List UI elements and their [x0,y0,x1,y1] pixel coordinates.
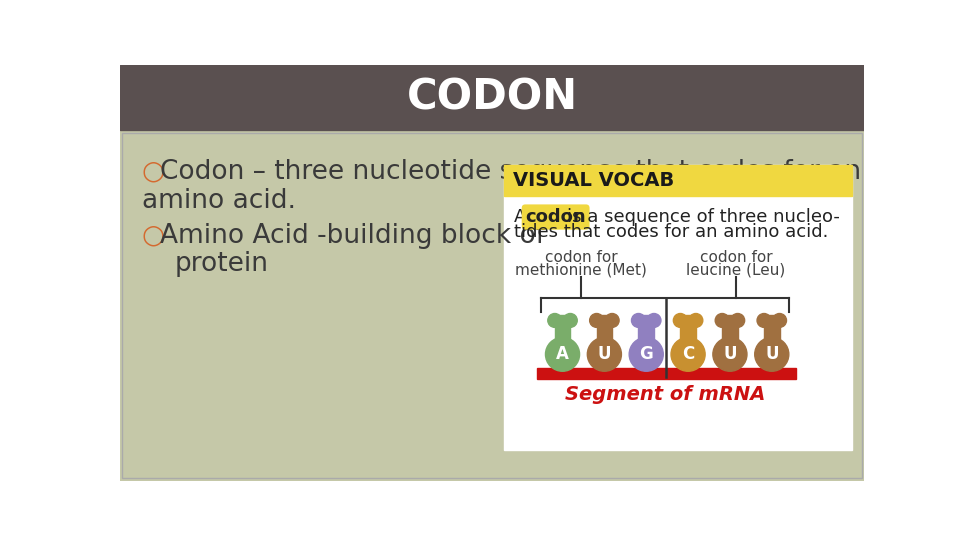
Bar [681,315,696,341]
Text: amino acid.: amino acid. [142,188,296,214]
Text: leucine (Leu): leucine (Leu) [686,262,785,278]
Circle shape [671,338,706,372]
Circle shape [588,338,621,372]
Text: is a sequence of three nucleo-: is a sequence of three nucleo- [567,208,840,226]
Bar [638,315,654,341]
Circle shape [755,338,789,372]
Text: U: U [723,345,736,363]
Text: methionine (Met): methionine (Met) [516,262,647,278]
Bar [722,315,737,341]
Text: codon for: codon for [545,251,617,265]
Text: U: U [765,345,779,363]
Bar [122,132,862,478]
Text: Amino Acid -building block of: Amino Acid -building block of [160,222,545,248]
Circle shape [589,314,604,327]
Text: C: C [682,345,694,363]
Circle shape [564,314,577,327]
Bar [504,165,852,195]
Circle shape [629,338,663,372]
Text: A: A [556,345,569,363]
Bar [120,65,864,130]
Bar [764,315,780,341]
Circle shape [715,314,730,327]
Circle shape [757,314,771,327]
Text: ○: ○ [142,159,165,185]
Text: Codon – three nucleotide sequence that codes for an: Codon – three nucleotide sequence that c… [160,159,861,185]
Text: A: A [515,208,533,226]
Circle shape [713,338,747,372]
Text: Segment of mRNA: Segment of mRNA [564,385,765,404]
Circle shape [689,314,703,327]
Circle shape [545,338,580,372]
Text: CODON: CODON [406,77,578,118]
Text: U: U [598,345,612,363]
Text: VISUAL VOCAB: VISUAL VOCAB [513,171,674,190]
Text: codon: codon [525,208,586,226]
Circle shape [632,314,645,327]
Circle shape [773,314,786,327]
Circle shape [647,314,660,327]
Text: protein: protein [175,251,268,277]
Text: codon for: codon for [700,251,773,265]
Text: G: G [639,345,653,363]
Bar [120,130,864,481]
Text: tides that codes for an amino acid.: tides that codes for an amino acid. [515,224,828,241]
Circle shape [731,314,745,327]
Bar [537,368,796,379]
Circle shape [673,314,687,327]
Bar [555,315,570,341]
Circle shape [605,314,619,327]
Bar [504,165,852,450]
Bar [596,315,612,341]
Circle shape [548,314,562,327]
Text: ○: ○ [142,222,165,248]
